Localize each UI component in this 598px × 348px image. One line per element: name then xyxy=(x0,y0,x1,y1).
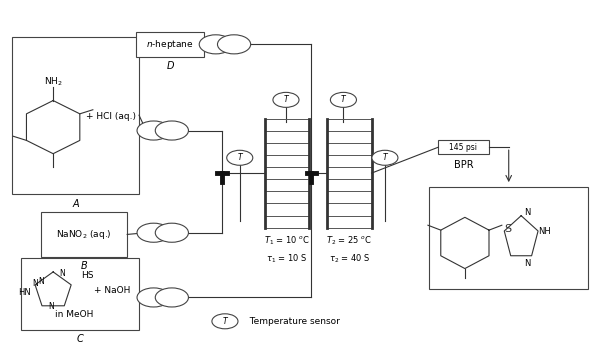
Circle shape xyxy=(137,288,170,307)
Circle shape xyxy=(227,150,253,165)
Circle shape xyxy=(372,150,398,165)
Circle shape xyxy=(155,288,188,307)
Bar xyxy=(12,37,139,193)
Circle shape xyxy=(199,35,233,54)
Bar xyxy=(20,258,139,330)
Text: $T_1$ = 10 $^o$C: $T_1$ = 10 $^o$C xyxy=(264,235,310,247)
Circle shape xyxy=(137,121,170,140)
Circle shape xyxy=(273,92,299,108)
Bar xyxy=(429,187,588,289)
Text: in MeOH: in MeOH xyxy=(54,310,93,318)
Text: NH: NH xyxy=(538,227,551,236)
Text: HS: HS xyxy=(81,271,93,280)
Text: B: B xyxy=(81,261,88,271)
Text: $n$-heptane: $n$-heptane xyxy=(147,38,194,51)
Text: N: N xyxy=(38,277,44,286)
Text: S: S xyxy=(504,224,511,234)
Text: N: N xyxy=(48,302,54,311)
Text: + HCl (aq.): + HCl (aq.) xyxy=(86,112,136,121)
Text: 145 psi: 145 psi xyxy=(450,143,477,152)
Text: $T_2$ = 25 $^o$C: $T_2$ = 25 $^o$C xyxy=(327,235,373,247)
Text: T: T xyxy=(383,153,388,162)
Text: N: N xyxy=(60,269,66,278)
Text: T: T xyxy=(237,153,242,162)
Circle shape xyxy=(331,92,356,108)
Text: C: C xyxy=(77,334,83,345)
Circle shape xyxy=(212,314,238,329)
Text: A: A xyxy=(72,199,79,209)
Bar xyxy=(136,32,204,57)
Text: $\tau_2$ = 40 S: $\tau_2$ = 40 S xyxy=(329,252,370,264)
Text: $\tau_1$ = 10 S: $\tau_1$ = 10 S xyxy=(267,252,308,264)
Text: Temperature sensor: Temperature sensor xyxy=(244,317,340,326)
Text: T: T xyxy=(341,95,346,104)
Text: N: N xyxy=(32,279,38,288)
Text: T: T xyxy=(222,317,227,326)
Text: D: D xyxy=(166,61,174,71)
Text: HN: HN xyxy=(19,288,31,297)
Text: T: T xyxy=(283,95,288,104)
Text: N: N xyxy=(524,259,530,268)
Circle shape xyxy=(155,121,188,140)
Circle shape xyxy=(155,223,188,242)
Circle shape xyxy=(137,223,170,242)
Text: NH$_2$: NH$_2$ xyxy=(44,76,62,88)
Text: + NaOH: + NaOH xyxy=(94,286,130,295)
Bar xyxy=(41,212,127,256)
Bar xyxy=(438,140,489,155)
Circle shape xyxy=(218,35,251,54)
Text: N: N xyxy=(524,208,530,217)
Text: NaNO$_2$ (aq.): NaNO$_2$ (aq.) xyxy=(56,228,112,241)
Text: BPR: BPR xyxy=(454,160,473,169)
